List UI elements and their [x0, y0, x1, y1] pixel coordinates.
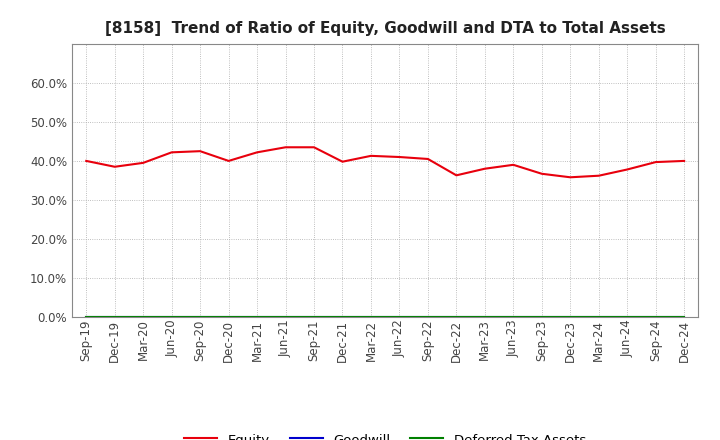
Goodwill [110, 314, 119, 319]
Goodwill [509, 314, 518, 319]
Deferred Tax Assets [509, 314, 518, 319]
Deferred Tax Assets [253, 314, 261, 319]
Goodwill [139, 314, 148, 319]
Equity [423, 156, 432, 161]
Goodwill [366, 314, 375, 319]
Equity [338, 159, 347, 164]
Equity [680, 158, 688, 164]
Goodwill [395, 314, 404, 319]
Equity [196, 149, 204, 154]
Equity [395, 154, 404, 160]
Goodwill [225, 314, 233, 319]
Equity [537, 171, 546, 176]
Goodwill [537, 314, 546, 319]
Deferred Tax Assets [480, 314, 489, 319]
Equity [310, 145, 318, 150]
Equity [623, 167, 631, 172]
Equity [595, 173, 603, 178]
Line: Equity: Equity [86, 147, 684, 177]
Deferred Tax Assets [139, 314, 148, 319]
Title: [8158]  Trend of Ratio of Equity, Goodwill and DTA to Total Assets: [8158] Trend of Ratio of Equity, Goodwil… [105, 21, 665, 36]
Goodwill [652, 314, 660, 319]
Legend: Equity, Goodwill, Deferred Tax Assets: Equity, Goodwill, Deferred Tax Assets [179, 427, 591, 440]
Deferred Tax Assets [423, 314, 432, 319]
Goodwill [282, 314, 290, 319]
Deferred Tax Assets [680, 314, 688, 319]
Deferred Tax Assets [338, 314, 347, 319]
Goodwill [82, 314, 91, 319]
Equity [509, 162, 518, 168]
Deferred Tax Assets [623, 314, 631, 319]
Equity [452, 172, 461, 178]
Equity [110, 164, 119, 169]
Deferred Tax Assets [566, 314, 575, 319]
Deferred Tax Assets [196, 314, 204, 319]
Equity [139, 160, 148, 165]
Deferred Tax Assets [167, 314, 176, 319]
Deferred Tax Assets [310, 314, 318, 319]
Goodwill [480, 314, 489, 319]
Equity [167, 150, 176, 155]
Goodwill [338, 314, 347, 319]
Deferred Tax Assets [395, 314, 404, 319]
Deferred Tax Assets [595, 314, 603, 319]
Equity [282, 145, 290, 150]
Equity [82, 158, 91, 164]
Deferred Tax Assets [82, 314, 91, 319]
Equity [225, 158, 233, 164]
Goodwill [253, 314, 261, 319]
Deferred Tax Assets [282, 314, 290, 319]
Deferred Tax Assets [652, 314, 660, 319]
Goodwill [623, 314, 631, 319]
Deferred Tax Assets [225, 314, 233, 319]
Goodwill [310, 314, 318, 319]
Deferred Tax Assets [110, 314, 119, 319]
Equity [253, 150, 261, 155]
Goodwill [452, 314, 461, 319]
Equity [366, 153, 375, 158]
Deferred Tax Assets [537, 314, 546, 319]
Goodwill [566, 314, 575, 319]
Equity [480, 166, 489, 171]
Goodwill [595, 314, 603, 319]
Equity [652, 159, 660, 165]
Deferred Tax Assets [366, 314, 375, 319]
Goodwill [167, 314, 176, 319]
Goodwill [423, 314, 432, 319]
Equity [566, 175, 575, 180]
Deferred Tax Assets [452, 314, 461, 319]
Goodwill [196, 314, 204, 319]
Goodwill [680, 314, 688, 319]
